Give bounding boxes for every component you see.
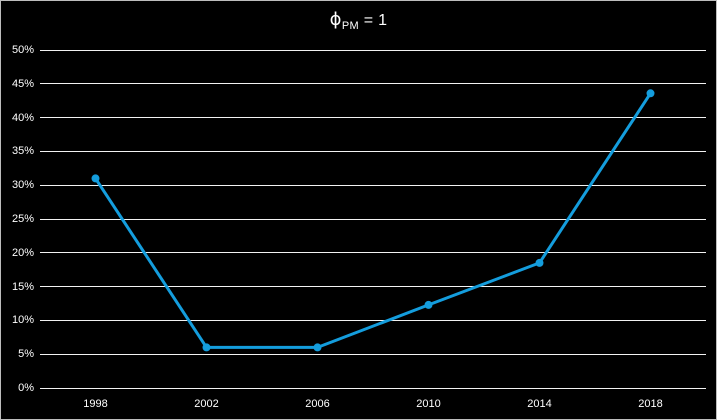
horizontal-gridline xyxy=(40,319,706,321)
y-axis-tick-label: 0% xyxy=(18,382,34,394)
x-axis-tick-label: 2006 xyxy=(305,398,330,410)
phi-symbol: ϕ xyxy=(329,9,342,30)
y-axis-tick-label: 35% xyxy=(11,145,34,158)
y-axis-tick-label: 10% xyxy=(11,314,34,327)
x-axis-tick-label: 2014 xyxy=(527,398,552,410)
y-axis-tick-label: 40% xyxy=(11,111,34,124)
horizontal-gridline xyxy=(40,150,706,152)
horizontal-gridline xyxy=(40,49,706,51)
horizontal-gridline xyxy=(40,387,706,389)
y-axis-tick-label: 25% xyxy=(11,213,34,225)
data-point-marker xyxy=(202,343,211,352)
horizontal-gridline xyxy=(40,252,706,254)
y-axis-tick-label: 45% xyxy=(11,77,34,90)
horizontal-gridline xyxy=(40,117,706,119)
data-point-marker xyxy=(91,174,100,183)
x-axis-tick-label: 1998 xyxy=(83,398,108,410)
data-point-marker xyxy=(313,343,322,352)
x-axis-tick-label: 2002 xyxy=(194,398,219,410)
horizontal-gridline xyxy=(40,286,706,288)
horizontal-gridline xyxy=(40,218,706,220)
horizontal-gridline xyxy=(40,353,706,355)
y-axis-tick-label: 5% xyxy=(18,348,34,361)
data-point-marker xyxy=(646,89,655,98)
x-axis-tick-label: 2018 xyxy=(638,398,663,410)
x-axis-tick-label: 2010 xyxy=(416,398,441,410)
chart-title-equation: = 1 xyxy=(358,12,388,29)
y-axis-tick-label: 30% xyxy=(11,179,34,192)
data-series-line xyxy=(94,91,652,349)
y-axis-tick-label: 20% xyxy=(11,246,34,259)
data-point-marker xyxy=(535,258,544,267)
horizontal-gridline xyxy=(40,83,706,85)
chart-title-subscript: PM xyxy=(341,20,359,33)
chart-title: ϕPM = 1 xyxy=(1,9,716,32)
y-axis-tick-label: 50% xyxy=(11,44,34,56)
horizontal-gridline xyxy=(40,184,706,186)
data-point-marker xyxy=(424,300,433,309)
y-axis-tick-label: 15% xyxy=(11,280,34,293)
